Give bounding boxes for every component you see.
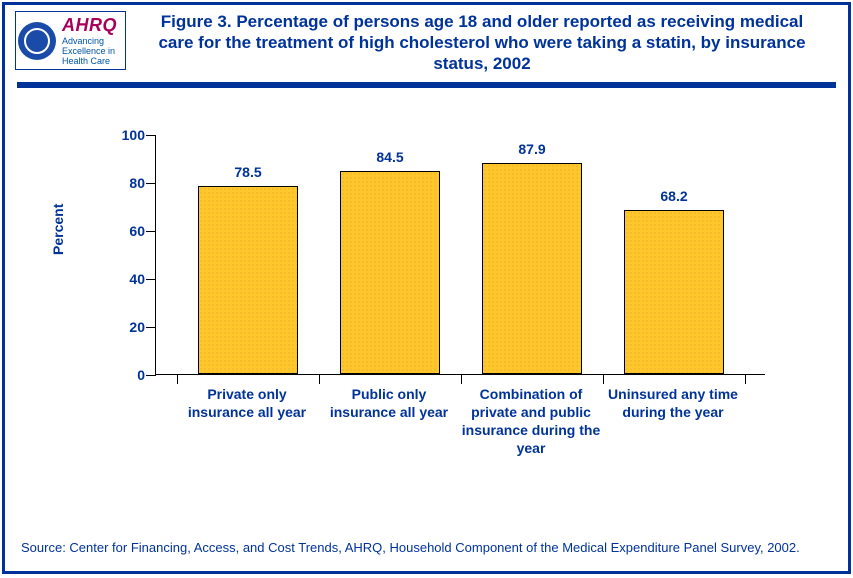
x-tick: [177, 374, 178, 384]
y-tick-label: 80: [111, 175, 145, 191]
figure-title: Figure 3. Percentage of persons age 18 a…: [126, 11, 838, 74]
hhs-seal-icon: [18, 22, 56, 60]
source-line: Source: Center for Financing, Access, an…: [21, 540, 800, 555]
category-label: Combination of private and public insura…: [459, 385, 603, 457]
y-tick: [146, 327, 156, 328]
bar-value-label: 68.2: [660, 188, 687, 204]
bar-value-label: 87.9: [518, 141, 545, 157]
y-tick: [146, 135, 156, 136]
x-tick: [745, 374, 746, 384]
y-tick-label: 0: [111, 367, 145, 383]
y-tick-label: 40: [111, 271, 145, 287]
y-tick: [146, 279, 156, 280]
y-tick-label: 60: [111, 223, 145, 239]
plot-region: 02040608010078.584.587.968.2: [155, 135, 765, 375]
bar: [340, 171, 440, 374]
chart-area: Percent 02040608010078.584.587.968.2 Pri…: [65, 125, 805, 485]
x-tick: [603, 374, 604, 384]
category-label: Public only insurance all year: [317, 385, 461, 421]
ahrq-tagline-1: Advancing: [62, 36, 117, 46]
y-tick: [146, 231, 156, 232]
bar-value-label: 78.5: [234, 164, 261, 180]
bar: [198, 186, 298, 374]
ahrq-tagline-3: Health Care: [62, 56, 117, 66]
ahrq-tagline-2: Excellence in: [62, 46, 117, 56]
y-tick-label: 100: [111, 127, 145, 143]
category-label: Uninsured any time during the year: [601, 385, 745, 421]
header-divider: [17, 82, 836, 88]
y-tick: [146, 375, 156, 376]
header-row: AHRQ Advancing Excellence in Health Care…: [5, 5, 848, 78]
bar: [624, 210, 724, 374]
x-tick: [461, 374, 462, 384]
y-tick-label: 20: [111, 319, 145, 335]
ahrq-logo: AHRQ Advancing Excellence in Health Care: [58, 14, 123, 67]
ahrq-logo-text: AHRQ: [62, 15, 117, 36]
y-tick: [146, 183, 156, 184]
y-axis-label: Percent: [50, 204, 66, 255]
logo-block: AHRQ Advancing Excellence in Health Care: [15, 11, 126, 70]
x-tick: [319, 374, 320, 384]
bar: [482, 163, 582, 374]
category-label: Private only insurance all year: [175, 385, 319, 421]
figure-frame: AHRQ Advancing Excellence in Health Care…: [2, 2, 851, 574]
bar-value-label: 84.5: [376, 149, 403, 165]
